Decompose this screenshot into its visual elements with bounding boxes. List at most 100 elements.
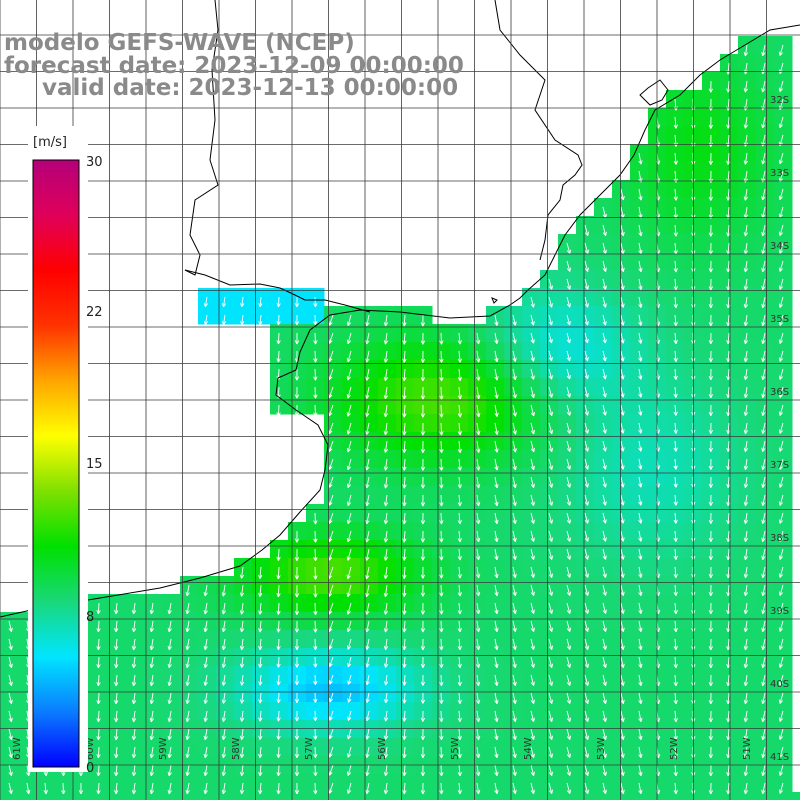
wind-arrow xyxy=(383,350,389,363)
wind-arrow xyxy=(258,710,263,722)
wind-arrow xyxy=(602,746,607,758)
wind-arrow xyxy=(239,638,245,651)
wind-arrow xyxy=(494,728,499,741)
wind-arrow xyxy=(778,296,784,308)
wind-arrow xyxy=(673,530,678,542)
wind-arrow xyxy=(8,764,13,776)
wind-arrow xyxy=(167,656,172,669)
wind-arrow xyxy=(530,422,535,435)
wind-arrow xyxy=(276,746,281,759)
wind-arrow xyxy=(114,746,119,759)
wind-arrow xyxy=(530,746,535,758)
wind-arrow xyxy=(638,422,643,434)
wind-arrow xyxy=(402,566,407,579)
wind-arrow xyxy=(761,188,766,201)
wind-arrow xyxy=(185,728,190,741)
wind-cell xyxy=(414,792,433,800)
wind-arrow xyxy=(548,746,554,758)
wind-arrow xyxy=(584,404,589,416)
wind-arrow xyxy=(494,566,499,579)
wind-arrow xyxy=(221,602,226,615)
wind-arrow xyxy=(383,458,389,471)
wind-arrow xyxy=(638,350,643,362)
wind-arrow xyxy=(494,710,499,723)
wind-arrow xyxy=(239,656,245,668)
wind-arrow xyxy=(383,620,389,633)
wind-arrow xyxy=(761,530,766,542)
wind-arrow xyxy=(530,782,535,794)
wind-arrow xyxy=(566,620,572,632)
wind-arrow xyxy=(761,764,766,777)
wind-arrow xyxy=(708,782,713,795)
wind-arrow xyxy=(620,260,625,272)
wind-arrow xyxy=(328,368,334,381)
wind-arrow xyxy=(420,350,426,363)
wind-arrow xyxy=(383,638,389,651)
wind-arrow xyxy=(328,458,334,470)
lat-label: 40S xyxy=(770,679,789,690)
wind-arrow xyxy=(96,782,101,795)
wind-arrow xyxy=(743,494,749,506)
wind-arrow xyxy=(328,350,334,362)
wind-arrow xyxy=(548,620,554,632)
wind-arrow xyxy=(761,674,766,687)
wind-arrow xyxy=(239,728,245,740)
wind-arrow xyxy=(743,422,749,434)
wind-arrow xyxy=(328,476,334,488)
wind-cell xyxy=(486,792,505,800)
wind-arrow xyxy=(476,566,481,579)
wind-arrow xyxy=(512,638,517,650)
wind-arrow xyxy=(346,782,352,794)
wind-arrow xyxy=(566,404,571,416)
wind-arrow xyxy=(239,710,245,722)
wind-arrow xyxy=(566,368,571,380)
wind-arrow xyxy=(457,530,462,543)
wind-arrow xyxy=(328,620,334,632)
wind-cell xyxy=(72,792,91,800)
wind-arrow xyxy=(402,548,407,561)
colorbar-tick-22: 22 xyxy=(86,305,103,320)
wind-arrow xyxy=(638,332,643,344)
wind-arrow xyxy=(276,728,281,740)
wind-arrow xyxy=(383,674,389,686)
wind-arrow xyxy=(294,674,300,686)
colorbar-tick-30: 30 xyxy=(86,155,103,170)
wind-arrow xyxy=(708,350,713,363)
wind-arrow xyxy=(778,566,784,578)
wind-arrow xyxy=(673,422,678,434)
wind-arrow xyxy=(365,566,370,580)
wind-arrow xyxy=(602,656,607,668)
wind-cell xyxy=(108,792,127,800)
wind-arrow xyxy=(602,764,607,776)
wind-arrow xyxy=(365,620,370,633)
wind-arrow xyxy=(673,476,678,488)
wind-arrow xyxy=(761,80,766,93)
wind-arrow xyxy=(620,296,625,308)
wind-arrow xyxy=(439,566,444,579)
wind-arrow xyxy=(708,98,713,111)
wind-arrow xyxy=(778,152,784,165)
wind-arrow xyxy=(708,386,713,399)
wind-arrow xyxy=(530,764,535,776)
wind-arrow xyxy=(167,746,172,759)
wind-arrow xyxy=(457,746,462,759)
wind-arrow xyxy=(602,242,607,254)
wind-arrow xyxy=(673,152,678,165)
wind-cell xyxy=(396,792,415,800)
wind-arrow xyxy=(743,692,748,705)
wind-arrow xyxy=(114,620,119,633)
wind-arrow xyxy=(761,782,766,795)
wind-arrow xyxy=(476,494,481,507)
wind-arrow xyxy=(239,746,245,759)
wind-arrow xyxy=(584,422,589,434)
wind-arrow xyxy=(402,476,407,489)
wind-arrow xyxy=(457,656,462,669)
wind-arrow xyxy=(203,782,208,795)
wind-arrow xyxy=(566,566,572,578)
wind-arrow xyxy=(383,656,389,668)
lon-label: 55W xyxy=(450,737,461,760)
wind-arrow xyxy=(276,764,281,777)
wind-arrow xyxy=(743,350,749,363)
wind-arrow xyxy=(494,476,499,489)
wind-arrow xyxy=(548,782,554,794)
